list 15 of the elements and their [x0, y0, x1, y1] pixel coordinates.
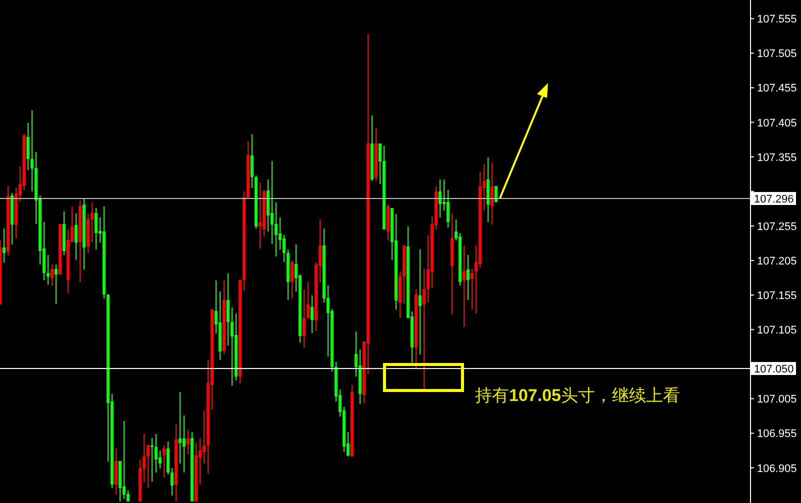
annotation: 持有107.05头寸，继续上看: [475, 386, 680, 405]
y-tick-label: 107.555: [757, 14, 797, 26]
y-tick-label: 107.505: [757, 48, 797, 60]
y-tick-label: 107.405: [757, 117, 797, 130]
y-tick-label: 107.155: [757, 290, 797, 302]
y-tick-label: 107.005: [757, 394, 797, 406]
ref-line-label: 107.050: [754, 364, 794, 376]
y-tick-label: 107.255: [757, 220, 797, 233]
y-tick-label: 106.905: [757, 462, 797, 475]
y-tick-label: 107.455: [757, 82, 797, 95]
y-tick-label: 107.205: [757, 255, 797, 268]
y-tick-label: 106.955: [757, 428, 797, 440]
y-tick-label: 107.105: [757, 324, 797, 337]
y-tick-label: 107.355: [757, 152, 797, 164]
ref-line-label: 107.296: [754, 194, 794, 206]
